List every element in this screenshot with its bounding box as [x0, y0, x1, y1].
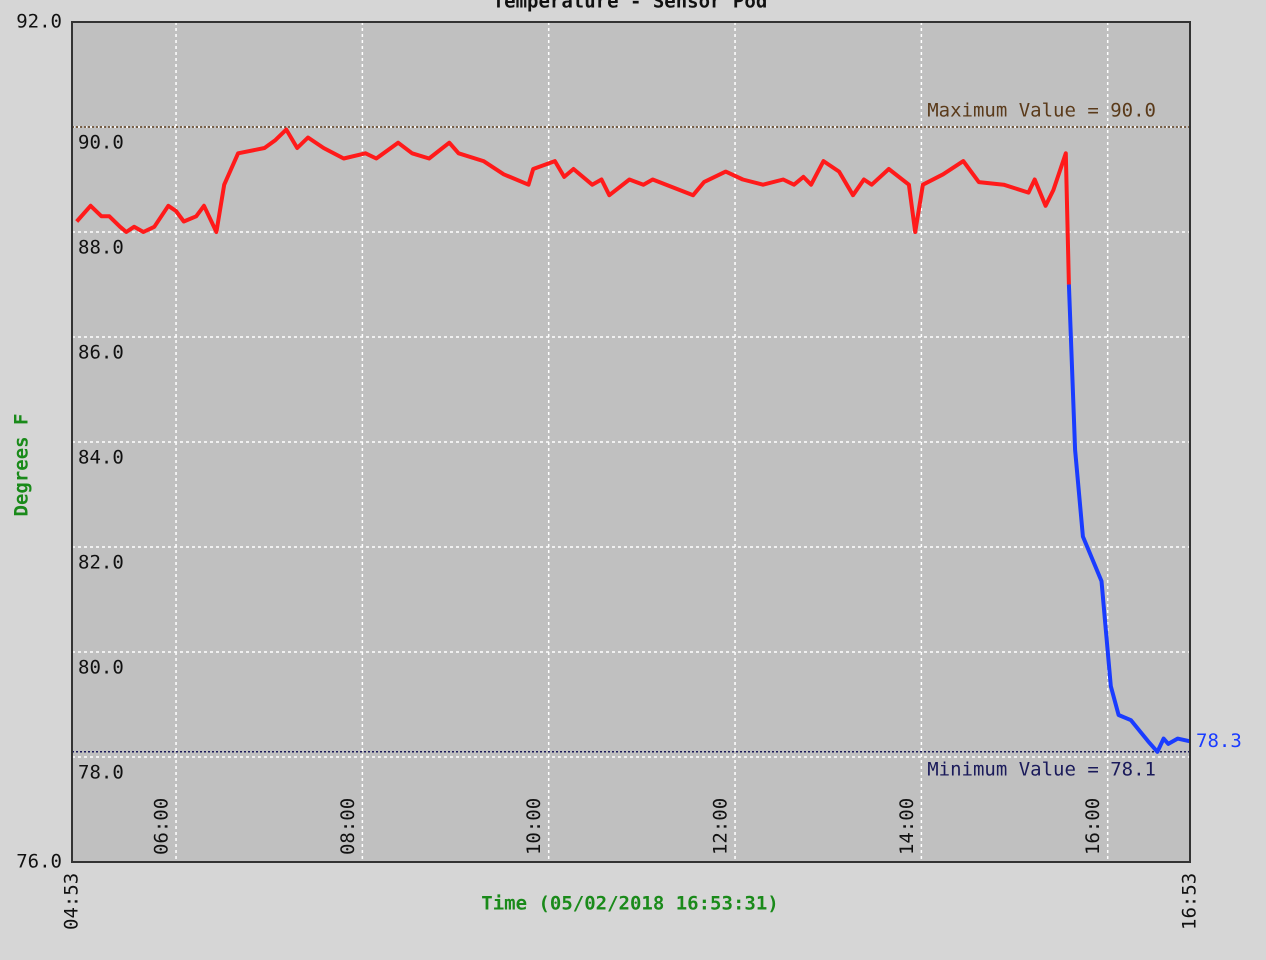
x-tick-label: 14:00 [896, 798, 918, 855]
chart-title: Temperature - Sensor Pod [493, 0, 768, 13]
x-tick-label: 16:00 [1082, 798, 1104, 855]
y-tick-label: 84.0 [78, 447, 124, 469]
reference-label: Maximum Value = 90.0 [927, 100, 1156, 122]
x-tick-label: 06:00 [151, 798, 173, 855]
data-line [1066, 284, 1191, 754]
last-value-label: 78.3 [1196, 730, 1242, 752]
y-tick-label: 82.0 [78, 552, 124, 574]
y-tick-label: 92.0 [16, 11, 62, 33]
plot-border [71, 21, 1191, 863]
data-line [75, 127, 1071, 285]
y-axis-label: Degrees F [11, 414, 33, 517]
y-tick-label: 76.0 [16, 851, 62, 873]
y-tick-label: 88.0 [78, 237, 124, 259]
y-tick-label: 86.0 [78, 342, 124, 364]
x-tick-label: 12:00 [710, 798, 732, 855]
grid [72, 22, 1190, 862]
y-tick-label: 90.0 [78, 132, 124, 154]
x-tick-label: 16:53 [1179, 873, 1201, 930]
x-tick-label: 08:00 [337, 798, 359, 855]
x-tick-label: 10:00 [523, 798, 545, 855]
x-tick-label: 04:53 [61, 873, 83, 930]
y-tick-label: 80.0 [78, 657, 124, 679]
lines [75, 127, 1191, 754]
y-tick-label: 78.0 [78, 762, 124, 784]
reference-label: Minimum Value = 78.1 [927, 758, 1156, 780]
x-axis-label: Time (05/02/2018 16:53:31) [481, 893, 778, 915]
